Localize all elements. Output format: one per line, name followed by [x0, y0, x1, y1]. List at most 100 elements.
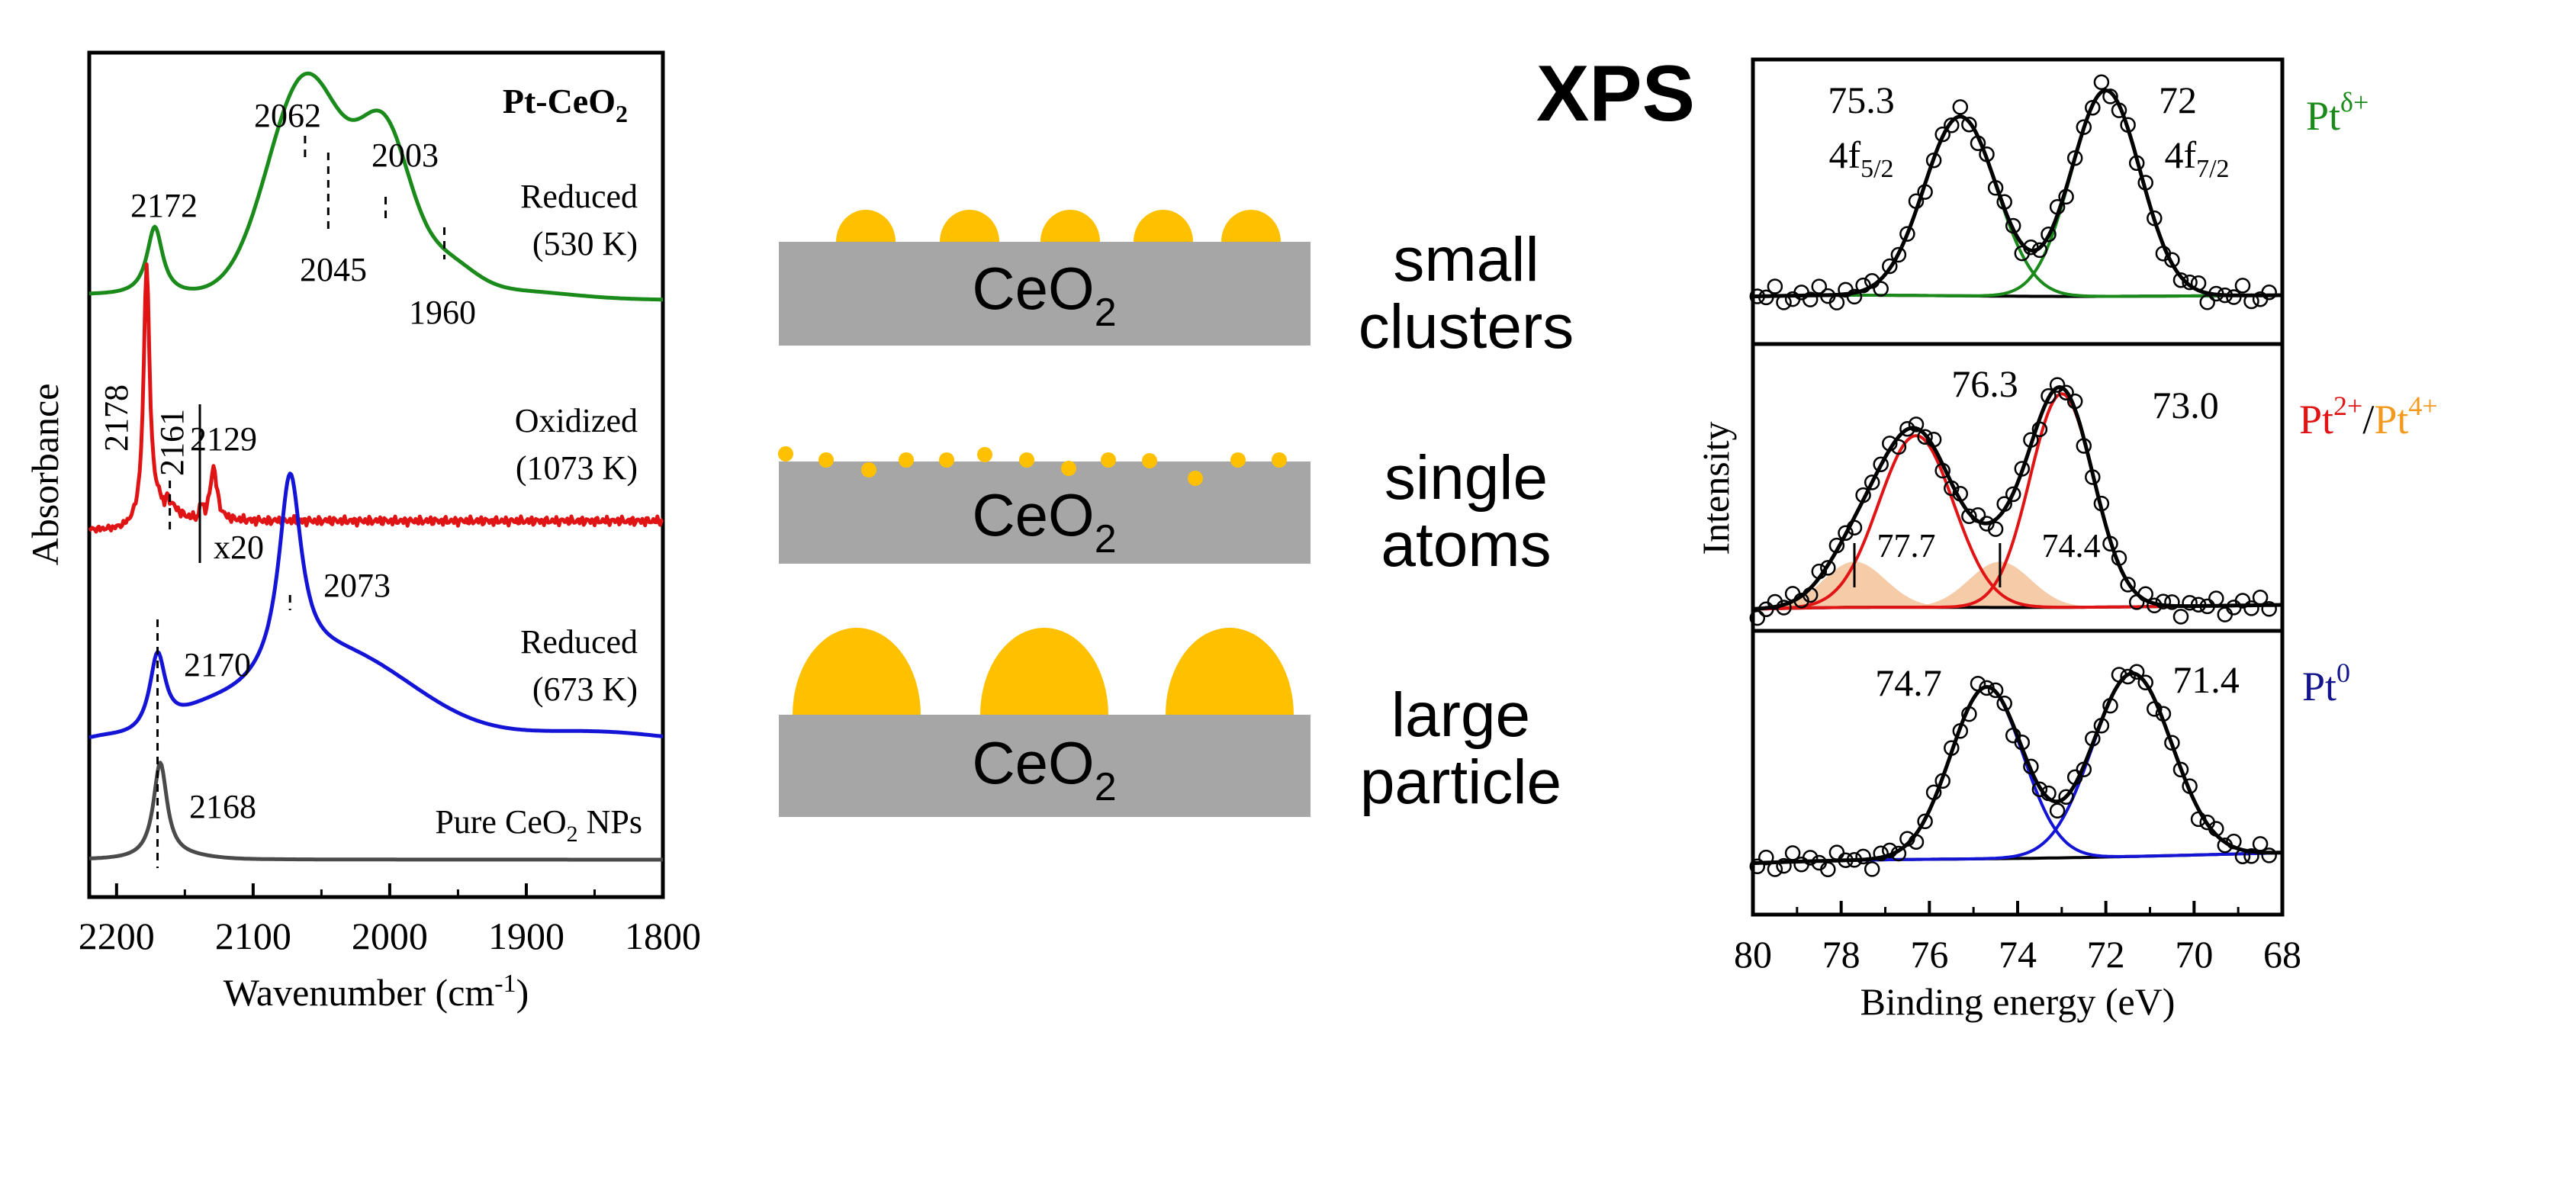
- cluster: [1134, 210, 1193, 242]
- data-point: [2172, 761, 2189, 778]
- data-point: [2058, 789, 2074, 805]
- data-point: [1979, 516, 1995, 532]
- data-point: [1776, 600, 1792, 616]
- ir-x-axis-label: Wavenumber (cm-1): [224, 970, 529, 1014]
- fit-component-72: [1752, 88, 2282, 298]
- peak-label-2170: 2170: [184, 646, 251, 683]
- data-point: [1944, 117, 1960, 133]
- data-point: [1908, 193, 1925, 209]
- data-point: [1925, 431, 1942, 448]
- data-point: [2147, 597, 2163, 614]
- peak-label-2168: 2168: [189, 788, 256, 825]
- data-point: [1846, 519, 1863, 535]
- data-point: [1952, 99, 1969, 115]
- data-point: [1890, 246, 1907, 263]
- data-point: [2261, 601, 2277, 617]
- data-point: [1970, 507, 1986, 523]
- data-point: [1996, 194, 2012, 210]
- ir-x-ticks: 2200 2100 2000 1900 1800: [79, 883, 701, 957]
- data-point: [1987, 180, 2004, 196]
- data-point: [1899, 420, 1915, 437]
- data-point: [1899, 226, 1915, 242]
- atom: [1142, 453, 1157, 468]
- data-point: [1925, 152, 1942, 169]
- data-point: [2155, 706, 2172, 722]
- data-point: [1908, 834, 1925, 850]
- xps-peak-label-74-4: 74.4: [2042, 527, 2101, 564]
- fit-envelope: [1752, 88, 2282, 299]
- data-point: [1802, 291, 1819, 307]
- cluster: [1221, 210, 1281, 242]
- data-point: [1908, 416, 1925, 433]
- peak-label-2045: 2045: [300, 251, 367, 288]
- x-tick-label: 70: [2175, 933, 2213, 976]
- x-tick-label: 76: [1910, 933, 1948, 976]
- data-point: [2066, 150, 2083, 166]
- data-point: [1846, 288, 1863, 305]
- data-point: [2093, 495, 2110, 512]
- atom: [1188, 471, 1203, 486]
- peak-label-2073: 2073: [323, 567, 391, 604]
- data-point: [2155, 593, 2172, 609]
- data-point: [2137, 586, 2153, 603]
- data-point: [2023, 239, 2039, 256]
- schematic-large-particle: CeO2 large particle: [779, 628, 1561, 817]
- data-point: [1828, 844, 1845, 860]
- data-point: [2041, 226, 2057, 243]
- data-point: [1758, 289, 1774, 306]
- data-point: [2085, 469, 2101, 485]
- data-point: [1776, 294, 1792, 310]
- data-point: [1952, 723, 1969, 739]
- data-point: [1758, 849, 1774, 866]
- data-point: [1970, 135, 1986, 152]
- atom: [1019, 452, 1034, 468]
- peak-label-2178: 2178: [98, 384, 135, 452]
- data-point: [1784, 845, 1801, 861]
- data-point: [2041, 785, 2057, 802]
- data-point: [1899, 831, 1915, 847]
- data-point: [2049, 802, 2066, 819]
- x-tick-label: 78: [1822, 933, 1860, 976]
- data-point: [1961, 116, 1977, 133]
- data-point: [1864, 273, 1880, 289]
- data-point: [2023, 432, 2039, 448]
- peak-label-2003: 2003: [371, 137, 439, 174]
- data-point: [2190, 275, 2207, 291]
- data-point: [1864, 474, 1880, 490]
- data-point: [2217, 287, 2233, 304]
- atom: [818, 452, 834, 468]
- data-point: [2217, 838, 2233, 854]
- data-point: [2111, 102, 2127, 118]
- data-point: [1855, 277, 1871, 294]
- data-point: [2093, 718, 2110, 734]
- data-point: [2076, 119, 2092, 135]
- data-point: [2041, 388, 2057, 404]
- data-point: [2243, 848, 2259, 864]
- data-point: [2182, 778, 2198, 794]
- data-point: [1767, 278, 1783, 294]
- atom: [861, 462, 876, 478]
- ir-y-axis-label: Absorbance: [24, 384, 66, 566]
- data-point: [2182, 595, 2198, 611]
- xps-y-axis-label: Intensity: [1694, 422, 1737, 555]
- x-tick-label: 2200: [79, 915, 155, 957]
- data-point: [2120, 117, 2136, 133]
- data-point: [2261, 847, 2277, 863]
- data-point: [2208, 821, 2224, 837]
- schematic-label-small-clusters: small clusters: [1359, 225, 1574, 362]
- fit-component-77-7: [1753, 561, 2282, 609]
- atom: [1061, 461, 1076, 476]
- data-point: [2005, 217, 2021, 234]
- data-point: [1855, 848, 1871, 865]
- data-point: [1979, 680, 1995, 696]
- data-point: [2147, 210, 2163, 227]
- peak-label-2172: 2172: [130, 187, 198, 224]
- data-point: [1944, 480, 1960, 497]
- data-point: [2014, 735, 2031, 751]
- data-point: [2085, 731, 2101, 747]
- data-point: [1820, 861, 1836, 878]
- data-point: [1961, 508, 1977, 525]
- data-point: [2243, 600, 2259, 616]
- data-point: [2164, 735, 2180, 751]
- xps-peak-label-75-3: 75.3: [1828, 79, 1895, 121]
